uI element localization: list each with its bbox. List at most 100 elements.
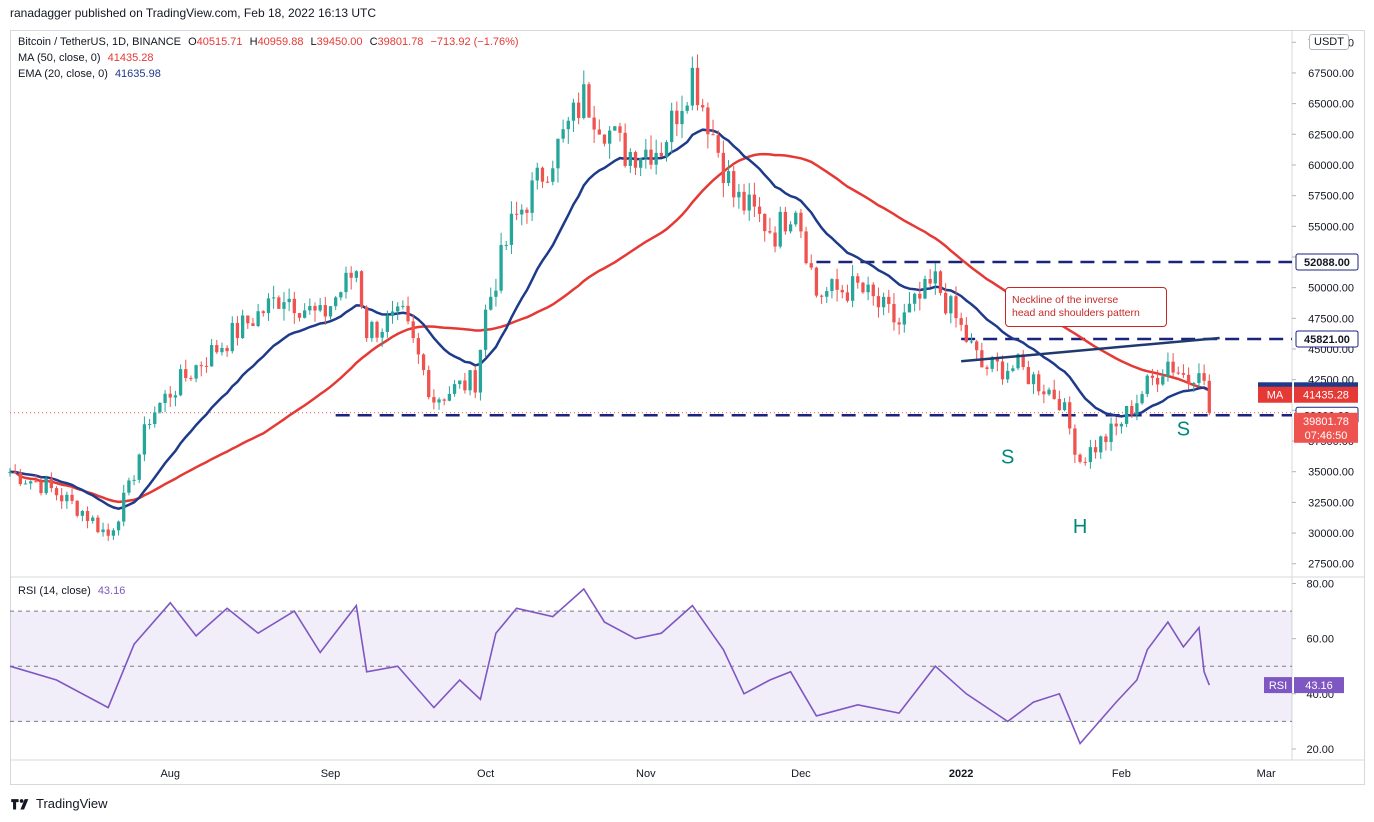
ema-legend-value: 41635.98 <box>114 68 161 80</box>
candle-body <box>664 142 669 157</box>
candle-body <box>535 167 539 181</box>
candle-body <box>551 168 555 182</box>
candle-body <box>856 276 860 283</box>
candle-body <box>525 209 529 213</box>
ma50-line <box>9 152 1210 504</box>
rsi-tag-bg <box>1264 677 1292 694</box>
candle-body <box>23 483 28 485</box>
candle-body <box>1114 423 1118 427</box>
candle-body <box>933 271 937 284</box>
candle-body <box>1197 373 1201 384</box>
price-tick-label: 47500.00 <box>1308 313 1354 325</box>
candle-body <box>1042 391 1046 395</box>
rsi-legend[interactable]: RSI (14, close) 43.16 <box>18 585 125 597</box>
candle-body <box>421 354 426 371</box>
candle-body <box>489 296 493 310</box>
candle-body <box>1176 372 1180 374</box>
candle-body <box>1207 380 1211 413</box>
candle-body <box>1124 405 1129 424</box>
time-tick-label: Feb <box>1112 768 1131 780</box>
candle-body <box>468 370 472 391</box>
tradingview-footer[interactable]: TradingView <box>10 796 108 811</box>
ma-value-tag: 41435.28 <box>1303 390 1349 402</box>
candle-body <box>587 84 591 118</box>
candle-body <box>938 271 943 293</box>
candle-body <box>365 307 369 339</box>
candle-body <box>209 345 214 367</box>
ma-legend[interactable]: MA (50, close, 0) 41435.28 <box>18 52 154 64</box>
candle-body <box>458 380 462 385</box>
candle-body <box>985 367 989 369</box>
symbol-title: Bitcoin / TetherUS, 1D, BINANCE <box>18 36 182 48</box>
candle-body <box>757 206 762 214</box>
candle-body <box>1145 375 1149 395</box>
candle-body <box>545 181 550 183</box>
candle-body <box>75 500 79 516</box>
candle-body <box>649 149 653 165</box>
time-axis: Aug Sep Oct Nov Dec 2022 Feb Mar <box>160 768 1275 780</box>
candle-body <box>835 279 839 290</box>
candle-body <box>819 295 824 297</box>
candlesticks <box>8 54 1211 541</box>
candle-body <box>809 263 813 268</box>
candle-body <box>334 297 338 307</box>
candle-body <box>147 424 152 426</box>
open-label: O <box>188 36 197 48</box>
ma-tag: MA <box>1267 390 1284 402</box>
currency-button[interactable]: USDT <box>1309 34 1349 50</box>
change-value: −713.92 (−1.76%) <box>430 36 519 48</box>
time-tick-label: Aug <box>160 768 180 780</box>
candle-body <box>246 315 250 324</box>
candle-body <box>1026 367 1031 385</box>
candle-body <box>101 529 105 533</box>
candle-body <box>1140 394 1144 404</box>
candle-body <box>618 126 622 133</box>
candle-body <box>602 134 607 144</box>
time-tick-label: 2022 <box>949 768 973 780</box>
rsi-line <box>9 587 1211 745</box>
ema-legend[interactable]: EMA (20, close, 0) 41635.98 <box>18 68 161 80</box>
price-tick-label: 65000.00 <box>1308 99 1354 111</box>
candle-body <box>220 347 224 353</box>
chart-frame[interactable] <box>10 30 1365 785</box>
candle-body <box>825 291 829 297</box>
time-tick-label: Sep <box>321 768 341 780</box>
candle-body <box>850 276 855 301</box>
candle-body <box>406 305 410 322</box>
candle-body <box>690 67 695 106</box>
candle-body <box>416 338 421 355</box>
candle-body <box>670 110 674 143</box>
candle-body <box>639 158 643 168</box>
candle-body <box>566 120 570 130</box>
candle-body <box>721 152 726 184</box>
candle-body <box>876 296 881 308</box>
candle-body <box>116 521 121 531</box>
candle-body <box>654 152 658 165</box>
candle-body <box>54 488 59 496</box>
candle-body <box>132 479 136 481</box>
candle-body <box>359 271 364 308</box>
candle-body <box>313 305 317 311</box>
candle-body <box>158 402 162 413</box>
candle-body <box>975 341 979 351</box>
rsi-tag: RSI <box>1269 680 1287 692</box>
candle-body <box>1083 461 1087 463</box>
price-tick-label: 50000.00 <box>1308 283 1354 295</box>
candle-body <box>783 211 788 232</box>
candle-body <box>804 231 808 264</box>
candle-body <box>13 471 17 473</box>
candle-body <box>142 424 147 455</box>
candle-body <box>266 298 271 314</box>
candle-body <box>473 370 477 393</box>
candle-body <box>122 492 126 522</box>
tradingview-brand: TradingView <box>36 796 108 811</box>
candle-body <box>866 284 870 293</box>
candle-body <box>452 384 457 394</box>
candle-body <box>949 296 953 314</box>
candle-body <box>380 331 384 338</box>
rsi-band <box>10 610 1292 722</box>
level-tag: 45821.00 <box>1304 334 1350 346</box>
candle-body <box>902 312 906 325</box>
candle-body <box>1202 373 1206 381</box>
